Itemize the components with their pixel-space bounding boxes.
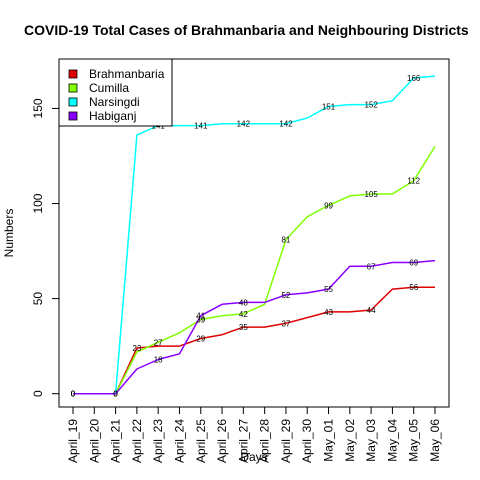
data-label: 142 <box>279 120 293 129</box>
y-axis-label: Numbers <box>2 209 16 258</box>
data-label: 151 <box>322 103 336 112</box>
y-tick-label: 50 <box>31 292 45 306</box>
data-label: 43 <box>324 308 333 317</box>
data-label: 142 <box>237 120 251 129</box>
x-tick-label: April_28 <box>258 419 272 463</box>
data-label: 0 <box>113 390 118 399</box>
data-label: 0 <box>113 390 118 399</box>
data-label: 112 <box>407 177 420 186</box>
legend-label: Cumilla <box>89 81 129 95</box>
series-line-narsingdi <box>73 75 436 395</box>
x-tick-label: April_25 <box>194 419 208 463</box>
x-tick-label: April_19 <box>66 419 80 463</box>
data-label: 37 <box>281 319 290 328</box>
x-axis: April_19 April_20 April_21 April_22 April_23… <box>66 406 442 463</box>
x-tick-label: April_23 <box>151 419 165 463</box>
data-label: 152 <box>364 101 378 110</box>
data-label: 141 <box>194 122 208 131</box>
x-tick-label: May_04 <box>385 419 399 462</box>
data-label: 44 <box>367 306 376 315</box>
legend-label: Narsingdi <box>89 95 140 109</box>
legend-swatch <box>68 69 78 79</box>
x-tick-label: April_22 <box>130 419 144 463</box>
series-layer <box>73 75 436 395</box>
y-axis: 0 50 100 150 <box>31 98 60 397</box>
y-tick-label: 150 <box>31 98 45 118</box>
data-label: 52 <box>281 291 290 300</box>
y-tick-label: 100 <box>31 193 45 213</box>
data-label: 55 <box>324 285 333 294</box>
data-label: 41 <box>196 312 205 321</box>
x-axis-label: Days <box>240 450 267 464</box>
legend-label: Brahmanbaria <box>89 67 165 81</box>
x-tick-label: April_26 <box>215 419 229 463</box>
x-tick-label: May_01 <box>322 419 336 462</box>
x-tick-label: April_20 <box>87 419 101 463</box>
x-tick-label: April_30 <box>300 419 314 463</box>
x-tick-label: April_29 <box>279 419 293 463</box>
y-tick-label: 0 <box>31 390 45 397</box>
data-label: 0 <box>71 390 76 399</box>
data-label: 0 <box>71 390 76 399</box>
data-label: 99 <box>324 201 333 210</box>
legend-box <box>58 58 173 127</box>
data-label: 18 <box>154 355 163 364</box>
legend-label: Habiganj <box>89 109 136 123</box>
x-tick-label: April_21 <box>109 419 123 463</box>
data-label: 42 <box>239 310 248 319</box>
x-tick-label: April_24 <box>172 419 186 463</box>
data-label: 67 <box>367 262 376 271</box>
series-line-habiganj <box>73 259 436 395</box>
data-label: 105 <box>364 190 378 199</box>
data-label: 29 <box>196 335 205 344</box>
x-tick-label: May_02 <box>343 419 357 462</box>
legend-swatch <box>68 83 78 93</box>
x-tick-label: May_03 <box>364 419 378 462</box>
data-label: 39 <box>196 316 205 325</box>
data-label: 69 <box>409 258 418 267</box>
series-line-brahmanbaria <box>73 286 435 395</box>
legend-swatch <box>68 111 78 121</box>
data-label: 48 <box>239 298 248 307</box>
data-label: 81 <box>281 236 290 245</box>
data-label: 27 <box>154 338 163 347</box>
data-label: 23 <box>132 344 141 353</box>
data-label: 35 <box>239 323 248 332</box>
data-label: 0 <box>71 390 76 399</box>
data-label: 56 <box>409 283 418 292</box>
series-line-cumilla <box>73 146 436 395</box>
data-label: 0 <box>113 390 118 399</box>
data-label: 0 <box>71 390 76 399</box>
x-tick-label: April_27 <box>236 419 250 463</box>
data-label: 166 <box>407 74 421 83</box>
x-tick-label: May_05 <box>407 419 421 462</box>
legend-swatch <box>68 97 78 107</box>
chart-title: COVID-19 Total Cases of Brahmanbaria and… <box>24 22 469 38</box>
x-tick-label: May_06 <box>428 419 442 462</box>
data-label: 0 <box>113 390 118 399</box>
